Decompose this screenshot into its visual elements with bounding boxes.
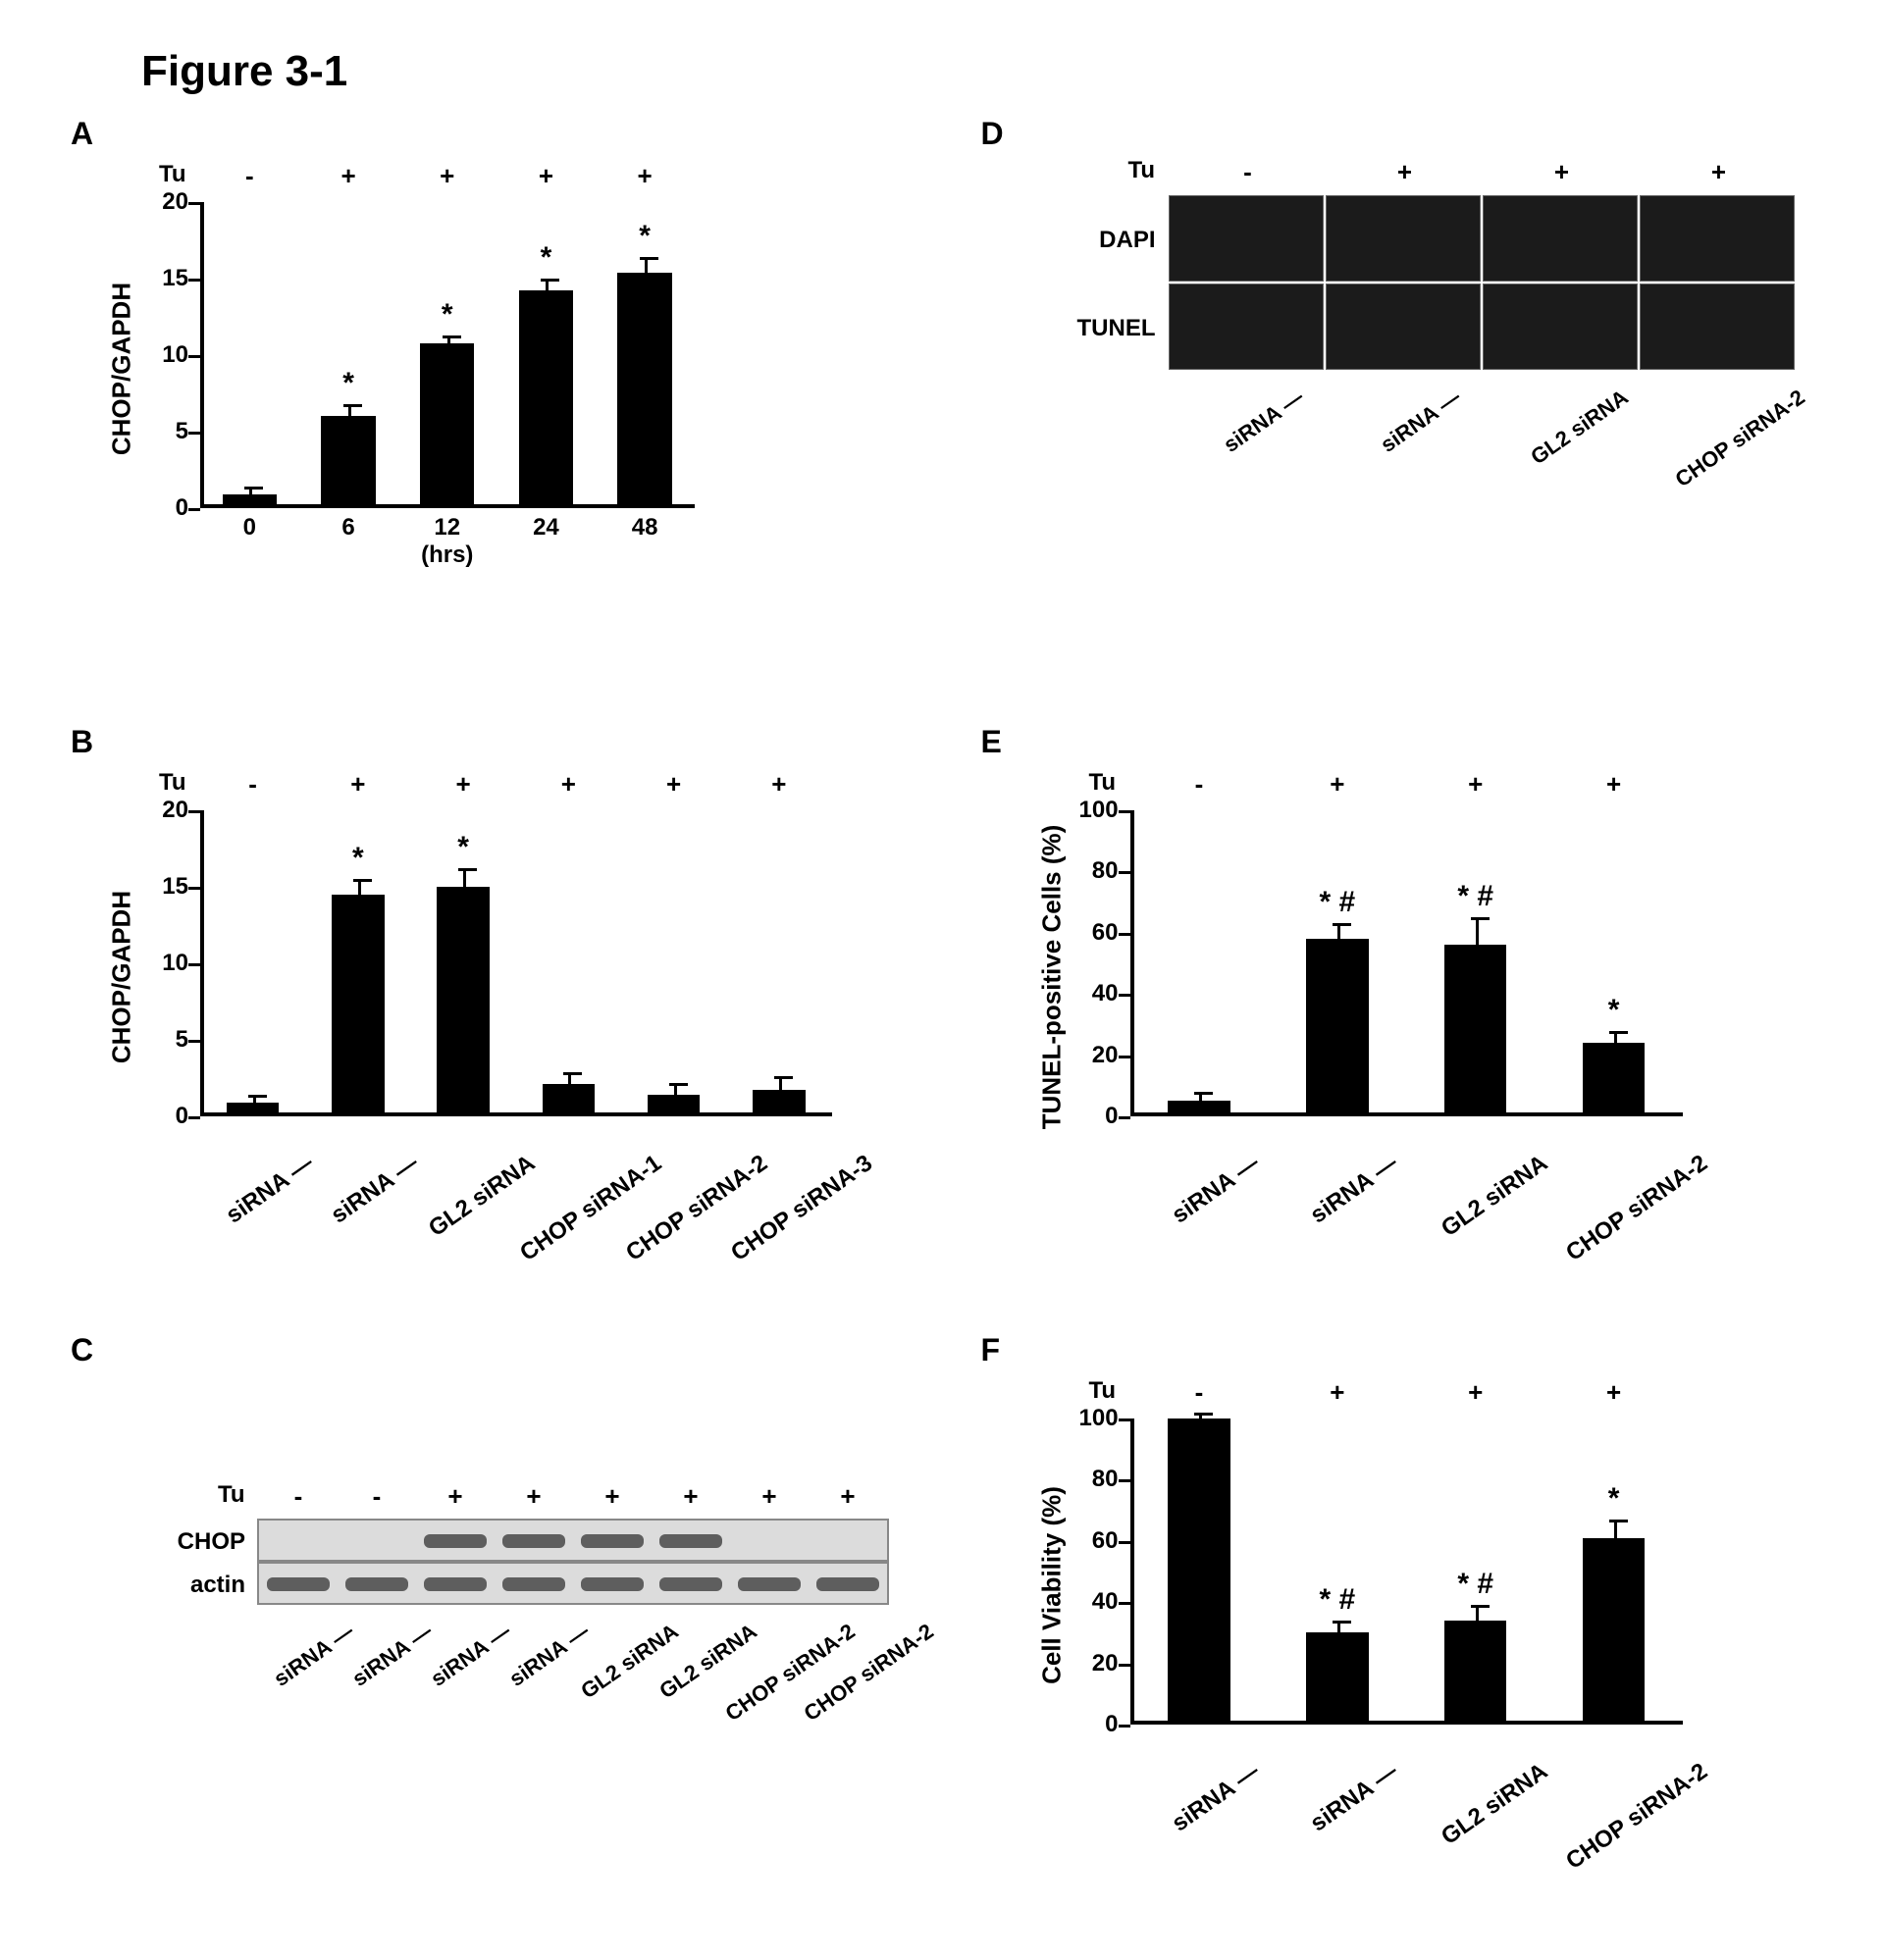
panel-grid: ATu-++++CHOP/GAPDH05101520****06122448(h… bbox=[63, 108, 1820, 1893]
panel-C: CTu--++++++CHOPactinsiRNA —siRNA —siRNA … bbox=[63, 1324, 911, 1893]
panel-A: ATu-++++CHOP/GAPDH05101520****06122448(h… bbox=[63, 108, 911, 677]
figure-page: Figure 3-1 ATu-++++CHOP/GAPDH05101520***… bbox=[0, 0, 1883, 1960]
figure-title: Figure 3-1 bbox=[141, 47, 1820, 96]
panel-F: FTu-+++Cell Viability (%)020406080100* #… bbox=[973, 1324, 1821, 1893]
panel-B: BTu-+++++CHOP/GAPDH05101520**siRNA —siRN… bbox=[63, 716, 911, 1285]
panel-E: ETu-+++TUNEL-positive Cells (%)020406080… bbox=[973, 716, 1821, 1285]
panel-D: DTu-+++DAPITUNELsiRNA —siRNA —GL2 siRNAC… bbox=[973, 108, 1821, 677]
